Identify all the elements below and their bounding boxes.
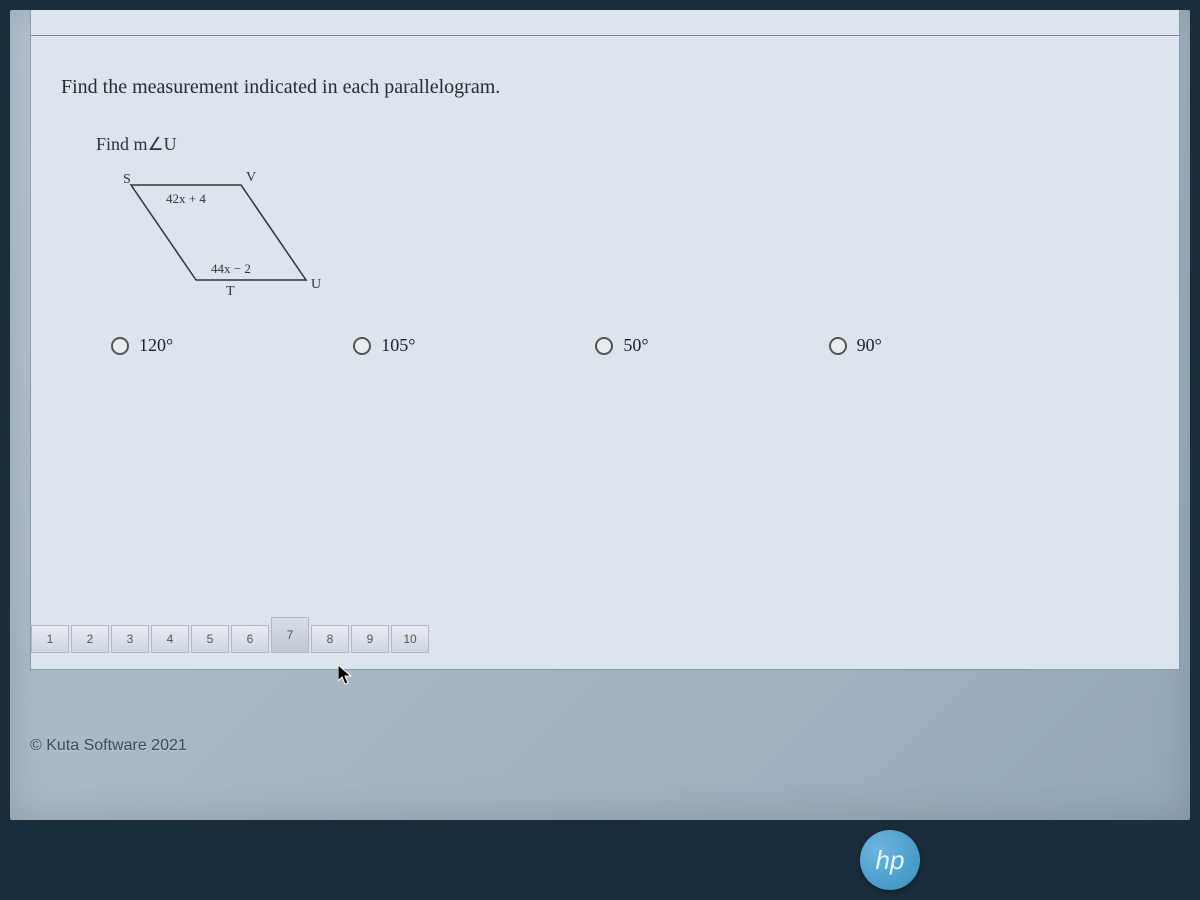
page-btn-8[interactable]: 8 [311, 625, 349, 653]
top-divider [31, 35, 1179, 36]
page-btn-1[interactable]: 1 [31, 625, 69, 653]
radio-icon [111, 337, 129, 355]
page-btn-10[interactable]: 10 [391, 625, 429, 653]
option-label: 50° [623, 335, 648, 356]
page-btn-4[interactable]: 4 [151, 625, 189, 653]
option-c[interactable]: 50° [595, 335, 648, 356]
radio-icon [595, 337, 613, 355]
page-btn-7[interactable]: 7 [271, 617, 309, 653]
option-label: 120° [139, 335, 173, 356]
option-b[interactable]: 105° [353, 335, 415, 356]
radio-icon [829, 337, 847, 355]
page-btn-9[interactable]: 9 [351, 625, 389, 653]
side-label-top: 42x + 4 [166, 191, 206, 206]
copyright-text: © Kuta Software 2021 [30, 737, 187, 755]
answer-options: 120° 105° 50° 90° [111, 335, 1179, 356]
page-btn-5[interactable]: 5 [191, 625, 229, 653]
parallelogram-diagram: S V T U 42x + 4 44x − 2 [111, 165, 331, 305]
option-label: 90° [857, 335, 882, 356]
side-label-bottom: 44x − 2 [211, 261, 251, 276]
page-btn-3[interactable]: 3 [111, 625, 149, 653]
vertex-label-t: T [226, 284, 235, 299]
radio-icon [353, 337, 371, 355]
option-d[interactable]: 90° [829, 335, 882, 356]
option-a[interactable]: 120° [111, 335, 173, 356]
logo-text: hp [876, 845, 905, 876]
vertex-label-v: V [246, 170, 256, 185]
page-btn-2[interactable]: 2 [71, 625, 109, 653]
pagination: 1 2 3 4 5 6 7 8 9 10 [31, 625, 429, 661]
screen-frame: Find the measurement indicated in each p… [10, 10, 1190, 820]
content-area: Find the measurement indicated in each p… [30, 10, 1180, 670]
hp-logo: hp [860, 830, 920, 890]
page-btn-6[interactable]: 6 [231, 625, 269, 653]
question-prompt: Find the measurement indicated in each p… [61, 76, 1179, 99]
vertex-label-s: S [123, 172, 131, 187]
option-label: 105° [381, 335, 415, 356]
sub-question: Find m∠U [96, 134, 1179, 155]
vertex-label-u: U [311, 277, 321, 292]
